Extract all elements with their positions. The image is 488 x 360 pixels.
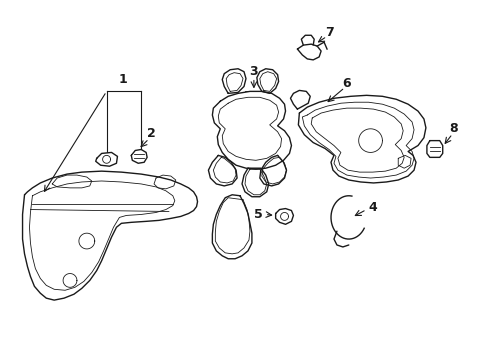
Text: 8: 8 xyxy=(448,122,457,135)
Text: 3: 3 xyxy=(249,65,258,78)
Text: 4: 4 xyxy=(368,201,377,214)
Text: 7: 7 xyxy=(324,26,333,39)
Text: 2: 2 xyxy=(146,127,155,140)
Text: 6: 6 xyxy=(342,77,350,90)
Text: 1: 1 xyxy=(119,73,127,86)
Text: 5: 5 xyxy=(254,208,262,221)
